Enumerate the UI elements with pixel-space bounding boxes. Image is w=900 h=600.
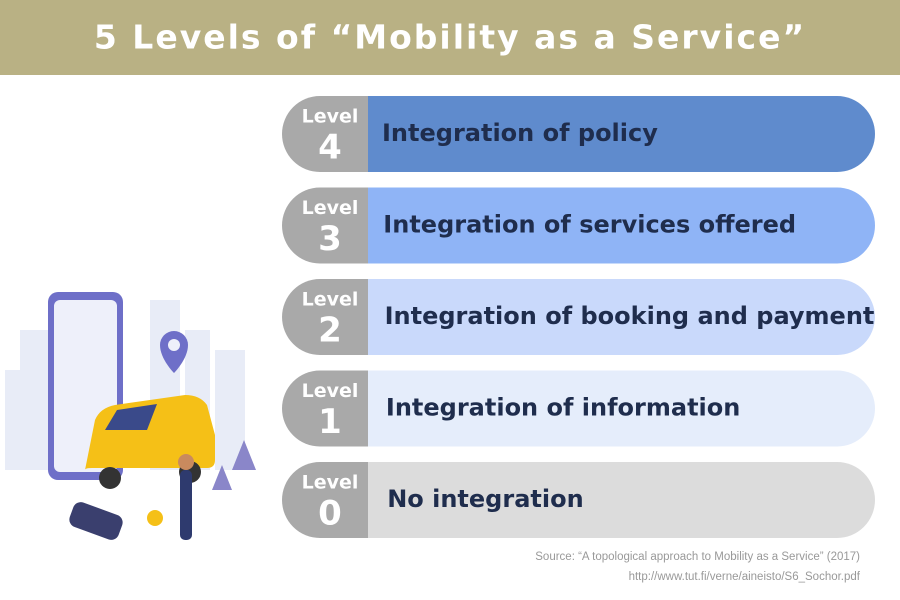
level-bar (368, 370, 875, 447)
level-label: Level (302, 472, 359, 494)
level-gray (282, 462, 368, 538)
level-bar (368, 462, 875, 538)
header-band (0, 0, 900, 75)
level-text: Integration of policy (382, 119, 658, 147)
level-bar (368, 96, 875, 172)
title: 5 Levels of “Mobility as a Service” (94, 18, 806, 57)
level-gray (282, 187, 368, 264)
source-line: Source: “A topological approach to Mobil… (535, 551, 860, 563)
level-text: Integration of booking and payment (385, 302, 875, 330)
level-text: Integration of information (386, 394, 740, 422)
level-label: Level (302, 106, 359, 128)
level-gray (282, 370, 368, 447)
level-number: 0 (318, 494, 342, 534)
level-text: Integration of services offered (383, 211, 796, 239)
source-url: http://www.tut.fi/verne/aineisto/S6_Soch… (629, 571, 861, 583)
level-number: 3 (318, 219, 342, 259)
level-label: Level (302, 197, 359, 219)
level-number: 4 (318, 128, 342, 168)
level-bar (368, 187, 875, 264)
illustration (5, 292, 256, 540)
level-number: 1 (318, 402, 342, 442)
level-gray (282, 96, 368, 172)
level-gray (282, 279, 368, 355)
level-number: 2 (318, 311, 342, 351)
level-label: Level (302, 289, 359, 311)
level-label: Level (302, 380, 359, 402)
level-bar (368, 279, 875, 355)
level-text: No integration (387, 485, 583, 513)
